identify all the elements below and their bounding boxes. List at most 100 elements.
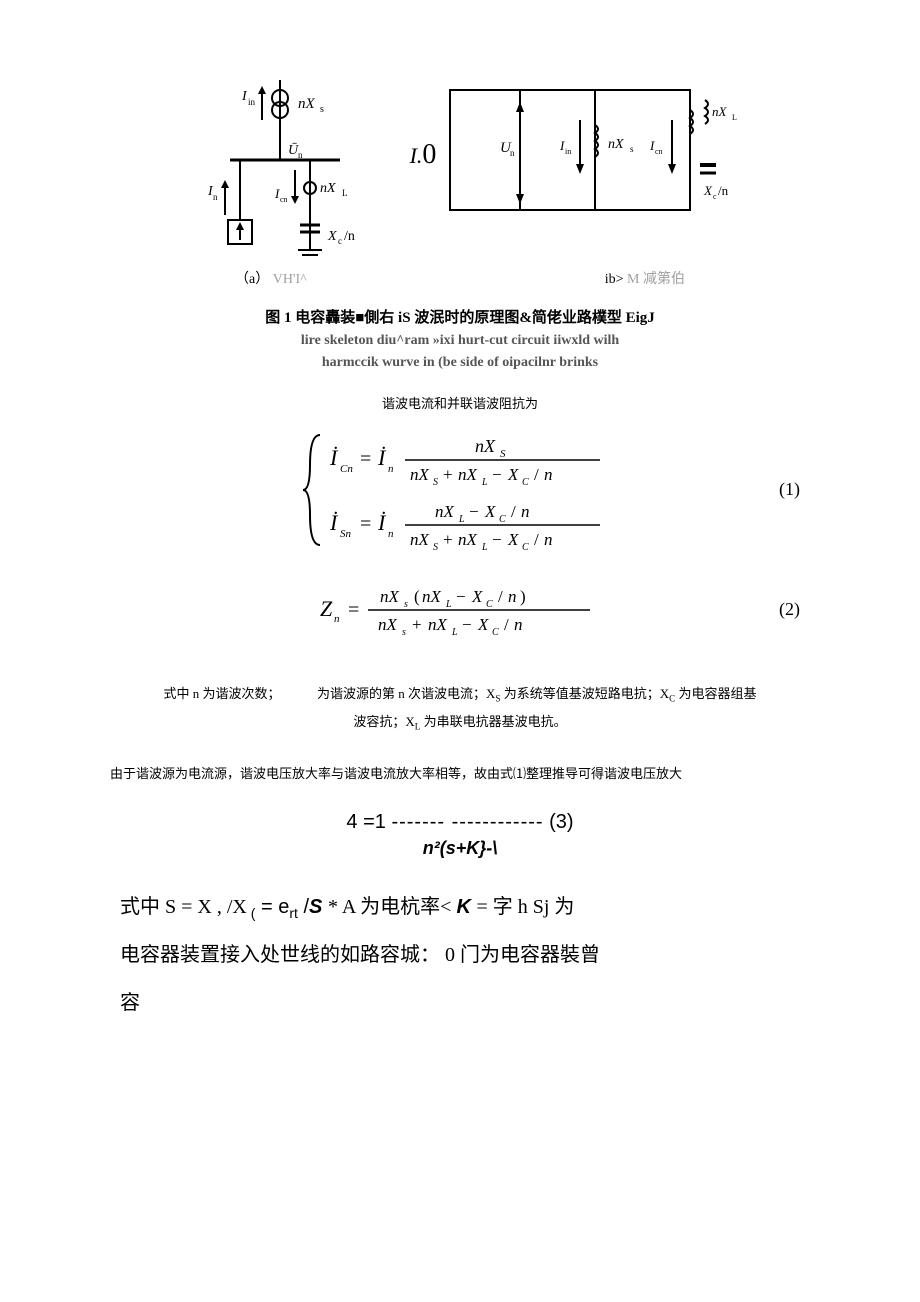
var-mid3: 为电容器组基 (678, 686, 756, 701)
equation-1-svg: İ Cn = İ n nX S nX S + nX L − X C / n İ … (300, 420, 620, 560)
svg-text:L: L (445, 599, 452, 610)
svg-text:n: n (544, 465, 553, 484)
svg-text:n: n (388, 528, 394, 540)
svg-text:nX: nX (475, 436, 496, 456)
svg-text:nX: nX (608, 137, 624, 152)
svg-text:+: + (443, 465, 453, 484)
var-mid1: 为谐波源的第 n 次谐波电流；X (317, 686, 495, 701)
svg-text:Cn: Cn (340, 463, 353, 475)
svg-text:nX: nX (410, 465, 430, 484)
svg-text:cn: cn (280, 195, 288, 204)
equation-3-denom: n²(s+K}-\ (80, 838, 840, 859)
svg-text:n: n (521, 502, 530, 521)
svg-text:/n: /n (718, 183, 729, 198)
svg-text:X: X (703, 183, 713, 198)
svg-text:in: in (565, 147, 571, 156)
svg-text:/: / (534, 530, 539, 549)
svg-text:n: n (508, 587, 517, 606)
svg-text:İ: İ (377, 510, 387, 535)
final-sub-rt: rt (289, 905, 298, 921)
svg-text:nX: nX (428, 615, 448, 634)
svg-text:=: = (360, 448, 371, 470)
equation-2-svg: Z n = nX s ( nX L − X C / n ) nX s + nX … (310, 580, 610, 640)
subfigure-b: I.0 U n I in nX (410, 80, 741, 230)
svg-text:L: L (451, 627, 458, 638)
var-line2-post: 为串联电抗器基波电抗。 (424, 714, 567, 729)
final-mid1: = e (261, 896, 289, 918)
var-line2-pre: 波容抗；X (353, 714, 414, 729)
svg-text:s: s (320, 104, 324, 115)
svg-text:X: X (471, 587, 483, 606)
svg-text:/: / (511, 502, 516, 521)
svg-text:(: ( (414, 587, 420, 606)
svg-text:/: / (498, 587, 503, 606)
svg-text:S: S (433, 477, 438, 488)
body-paragraph: 由于谐波源为电流源，谐波电压放大率与谐波电流放大率相等，故由式⑴整理推导可得谐波… (110, 761, 810, 787)
figure-1-caption: 图 1 电容轟装■側右 iS 波泯时的原理图&简佬业路樸型 EigJ lire … (140, 306, 780, 375)
subfigure-labels-row: （a） VH'I^ ib> M 减第伯 (235, 268, 685, 288)
final-S: S (309, 896, 322, 918)
svg-text:S: S (433, 542, 438, 553)
svg-text:X: X (484, 502, 496, 521)
final-mid4: = 字 h Sj 为 (476, 896, 574, 918)
equation-1: İ Cn = İ n nX S nX S + nX L − X C / n İ … (80, 420, 840, 560)
svg-text:X: X (507, 465, 519, 484)
svg-text:n: n (510, 148, 515, 158)
svg-text:nX: nX (458, 465, 478, 484)
svg-text:+: + (443, 530, 453, 549)
svg-text:c: c (338, 236, 342, 246)
eq3-dashes: ------- ------------ (391, 811, 543, 833)
svg-text:L: L (481, 477, 488, 488)
equation-1-number: (1) (779, 479, 800, 500)
var-sub-c: C (669, 693, 675, 703)
svg-text:nX: nX (378, 615, 398, 634)
svg-text:C: C (499, 514, 506, 525)
svg-text:nX: nX (712, 104, 728, 119)
svg-text:İ: İ (329, 510, 339, 535)
svg-text:n: n (388, 463, 394, 475)
svg-text:nX: nX (422, 587, 442, 606)
caption-en-3: harmccik wurve in (be side of oipacilnr … (140, 352, 780, 374)
svg-text:C: C (522, 542, 529, 553)
svg-text:Z: Z (320, 596, 333, 621)
subfig-a-label: （a） VH'I^ (235, 268, 307, 288)
svg-text:/: / (534, 465, 539, 484)
svg-text:): ) (520, 587, 526, 606)
eq3-number: (3) (549, 811, 573, 833)
svg-text:+: + (412, 615, 422, 634)
svg-text:−: − (469, 502, 479, 521)
svg-text:/: / (504, 615, 509, 634)
equation-3: 4 =1 ------- ------------ (3) (80, 811, 840, 834)
var-pre: 式中 n 为谐波次数； (164, 686, 281, 701)
svg-text:s: s (402, 627, 406, 638)
svg-text:n: n (514, 615, 523, 634)
svg-text:nX: nX (410, 530, 430, 549)
svg-text:Sn: Sn (340, 528, 352, 540)
svg-text:s: s (404, 599, 408, 610)
var-sub-s: S (495, 693, 500, 703)
svg-text:I: I (241, 89, 248, 104)
svg-text:n: n (298, 150, 303, 160)
svg-text:n: n (213, 192, 218, 202)
svg-text:X: X (507, 530, 519, 549)
svg-text:nX: nX (458, 530, 478, 549)
svg-text:−: − (492, 530, 502, 549)
svg-text:L: L (342, 188, 348, 198)
caption-zh: 图 1 电容轟装■側右 iS 波泯时的原理图&简佬业路樸型 EigJ (140, 306, 780, 330)
subfig-b-label: ib> M 减第伯 (605, 268, 685, 288)
figure-1: I in nX s Ū n I n I (80, 80, 840, 260)
svg-text:c: c (713, 192, 717, 201)
svg-text:S: S (500, 448, 506, 460)
svg-text:in: in (248, 97, 256, 107)
svg-text:İ: İ (377, 445, 387, 470)
final-mid3: * A 为电杭率< (328, 896, 457, 918)
svg-text:/n: /n (344, 229, 355, 244)
equation-intro-text: 谐波电流和并联谐波阻抗为 (80, 393, 840, 412)
final-line2: 电容器装置接入处世线的如路容城： 0 门为电容器裝曾 (120, 944, 600, 966)
svg-text:nX: nX (380, 587, 400, 606)
circuit-diagram-a: I in nX s Ū n I n I (180, 80, 380, 260)
final-sub-open: ( (247, 905, 256, 921)
final-pre: 式中 S = X , /X (120, 896, 247, 918)
svg-text:−: − (492, 465, 502, 484)
svg-text:nX: nX (435, 502, 455, 521)
